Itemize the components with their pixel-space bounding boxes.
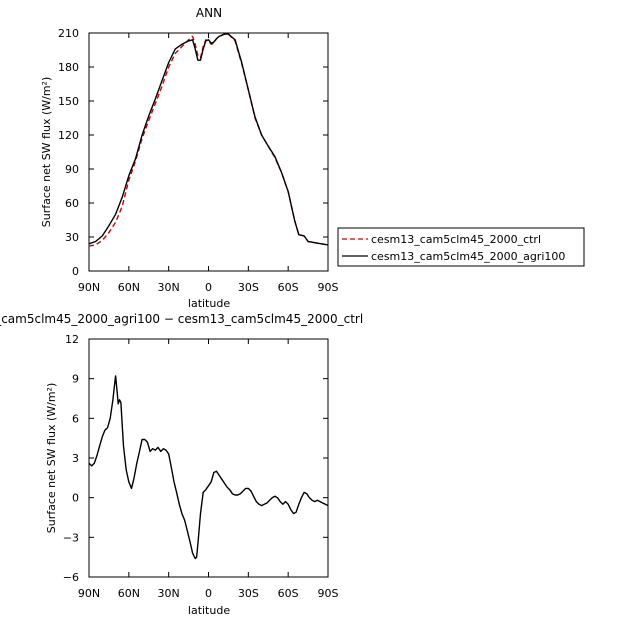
legend: cesm13_cam5clm45_2000_ctrl cesm13_cam5cl… — [337, 227, 585, 267]
bottom-ytick-label: −3 — [63, 531, 79, 544]
top-ytick-label: 60 — [65, 197, 79, 210]
bottom-ytick-label: 6 — [72, 412, 79, 425]
bottom-title: cesm13_cam5clm45_2000_agri100 − cesm13_c… — [0, 312, 363, 326]
bottom-ytick-label: 9 — [72, 373, 79, 386]
bottom-xtick-label: 90S — [318, 587, 339, 600]
top-plot-frame — [88, 32, 329, 272]
top-ytick-label: 0 — [72, 265, 79, 278]
bottom-xtick-label: 0 — [205, 587, 212, 600]
top-ytick-label: 150 — [58, 95, 79, 108]
bottom-xtick-label: 30N — [158, 587, 180, 600]
bottom-xtick-label: 30S — [238, 587, 259, 600]
top-xtick-label: 30S — [238, 281, 259, 294]
legend-label-agri100: cesm13_cam5clm45_2000_agri100 — [371, 250, 565, 263]
top-xtick-label: 60S — [278, 281, 299, 294]
top-series-line-1 — [88, 33, 329, 246]
top-axis-ticks: 90N 60N 30N 0 30S 60S 90S 0 30 60 90 120 150 180 210 — [58, 27, 339, 294]
bottom-xlabel: latitude — [188, 604, 230, 617]
top-ytick-label: 30 — [65, 231, 79, 244]
bottom-xtick-label: 60N — [118, 587, 140, 600]
bottom-xtick-label: 60S — [278, 587, 299, 600]
top-ytick-label: 90 — [65, 163, 79, 176]
top-ytick-label: 210 — [58, 27, 79, 40]
top-xtick-label: 90N — [78, 281, 100, 294]
top-ytick-label: 180 — [58, 61, 79, 74]
bottom-xtick-label: 90N — [78, 587, 100, 600]
top-xlabel: latitude — [188, 297, 230, 310]
top-series-group — [88, 33, 329, 247]
bottom-axis-ticks: 90N 60N 30N 0 30S 60S 90S −6 −3 0 3 6 9 12 — [63, 333, 339, 600]
top-xtick-label: 0 — [205, 281, 212, 294]
bottom-ytick-label: 12 — [65, 333, 79, 346]
top-title: ANN — [196, 6, 222, 20]
bottom-ytick-label: −6 — [63, 571, 79, 584]
legend-box — [337, 227, 585, 267]
top-ytick-label: 120 — [58, 129, 79, 142]
top-ylabel: Surface net SW flux (W/m²) — [40, 77, 53, 228]
bottom-ylabel: Surface net SW flux (W/m²) — [45, 383, 58, 534]
top-xtick-label: 60N — [118, 281, 140, 294]
bottom-plot: cesm13_cam5clm45_2000_agri100 − cesm13_c… — [0, 312, 363, 617]
bottom-series-line-0 — [88, 375, 329, 560]
top-xtick-label: 30N — [158, 281, 180, 294]
top-series-line-0 — [88, 33, 329, 247]
top-xtick-label: 90S — [318, 281, 339, 294]
bottom-series-group — [88, 375, 329, 560]
bottom-ytick-label: 0 — [72, 492, 79, 505]
top-plot: ANN 90N 60N 30N 0 30S 60S 90S 0 30 60 90 120 150 180 2… — [40, 6, 339, 310]
bottom-ytick-label: 3 — [72, 452, 79, 465]
legend-label-ctrl: cesm13_cam5clm45_2000_ctrl — [371, 233, 541, 246]
